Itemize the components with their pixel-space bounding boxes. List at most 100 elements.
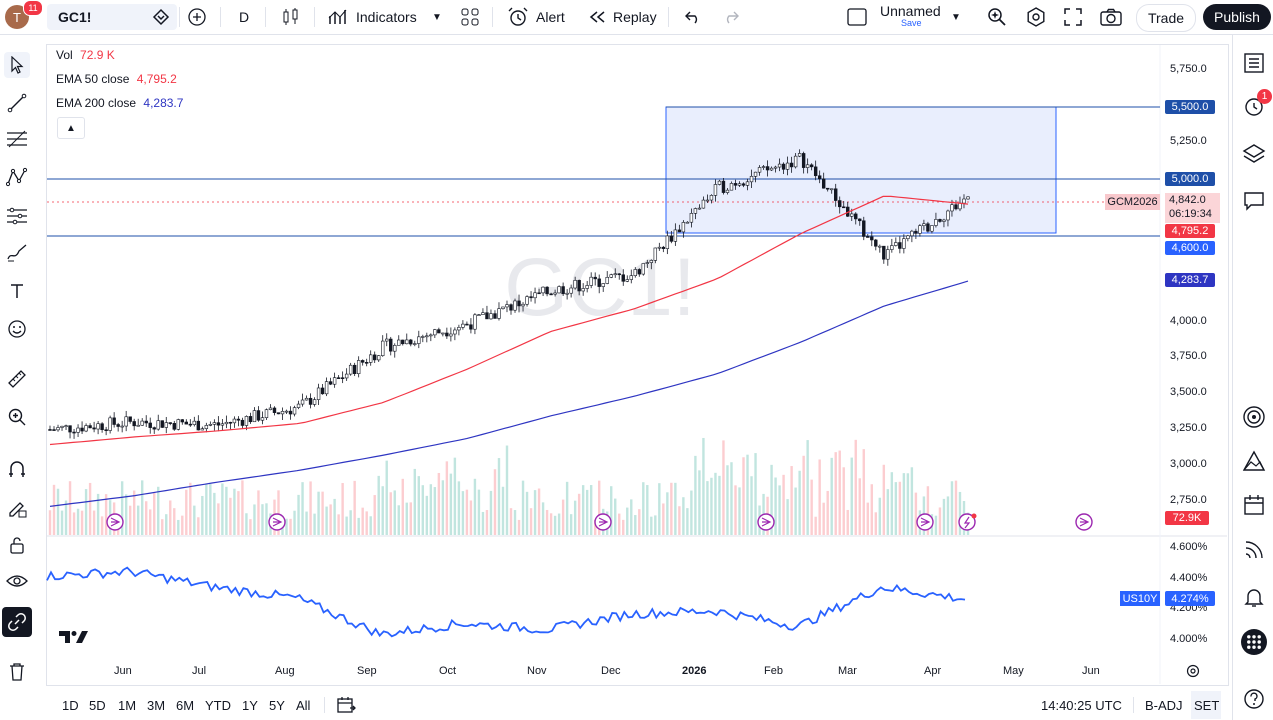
legend-ema50[interactable]: EMA 50 close 4,795.2 — [56, 72, 177, 86]
layers-icon[interactable] — [1241, 141, 1267, 167]
pattern-icon[interactable] — [4, 164, 30, 190]
clock-utc[interactable]: 14:40:25 UTC — [1041, 698, 1122, 713]
legend-ema50-value: 4,795.2 — [136, 72, 177, 86]
price-axis-label: 3,250.0 — [1170, 422, 1207, 434]
symbol-name[interactable]: GC1! — [58, 9, 92, 25]
goto-date-icon[interactable] — [336, 696, 356, 717]
quick-search-icon[interactable] — [987, 0, 1007, 34]
price-label-volume: 72.9K — [1165, 511, 1209, 525]
fib-retracement-icon[interactable] — [4, 126, 30, 152]
time-axis-label: May — [1003, 665, 1024, 677]
help-icon[interactable] — [1241, 686, 1267, 712]
indicators-button[interactable]: Indicators — [356, 9, 417, 25]
interval-button[interactable]: D — [239, 9, 250, 25]
draw-lock-pencil-icon[interactable] — [4, 495, 30, 521]
right-sidebar: 1 — [1232, 35, 1273, 720]
price-label-5500: 5,500.0 — [1165, 100, 1215, 114]
collapse-legend-button[interactable]: ▲ — [57, 117, 85, 139]
replay-button[interactable]: Replay — [613, 9, 657, 25]
calendar-icon[interactable] — [1241, 492, 1267, 518]
range-1m[interactable]: 1M — [118, 698, 137, 713]
signal-stream-icon[interactable] — [1241, 537, 1267, 563]
legend-ema200[interactable]: EMA 200 close 4,283.7 — [56, 96, 183, 110]
templates-icon[interactable] — [461, 0, 479, 34]
link-icon[interactable] — [2, 607, 32, 637]
range-3m[interactable]: 3M — [147, 698, 166, 713]
undo-icon[interactable] — [684, 0, 702, 34]
layout-save-status[interactable]: Save — [901, 18, 922, 28]
range-6m[interactable]: 6M — [176, 698, 195, 713]
cursor-icon[interactable] — [4, 52, 30, 78]
range-5d[interactable]: 5D — [89, 698, 106, 713]
range-1y[interactable]: 1Y — [242, 698, 258, 713]
replay-icon[interactable] — [588, 0, 606, 34]
time-axis-label: 2026 — [682, 665, 707, 677]
time-axis-label: Sep — [357, 665, 377, 677]
alert-icon[interactable] — [507, 0, 529, 34]
zoom-in-icon[interactable] — [4, 404, 30, 430]
symbol-info-icon[interactable] — [152, 0, 170, 34]
range-all[interactable]: All — [296, 698, 311, 713]
ruler-icon[interactable] — [4, 366, 30, 392]
chat-icon[interactable] — [1241, 188, 1267, 214]
b-adj-toggle[interactable]: B-ADJ — [1145, 698, 1183, 713]
forecasting-icon[interactable] — [4, 202, 30, 228]
time-axis-label: Jun — [1082, 665, 1100, 677]
session-toggle[interactable]: SET — [1194, 698, 1220, 713]
chevron-up-icon: ▲ — [66, 122, 76, 134]
layout-chevron-icon[interactable]: ▼ — [951, 11, 961, 23]
divider — [220, 7, 221, 27]
divider — [179, 7, 180, 27]
apps-grid-icon[interactable] — [1241, 629, 1267, 655]
trash-icon[interactable] — [4, 659, 30, 685]
settings-gear-icon[interactable] — [1026, 0, 1046, 34]
axis-settings-icon[interactable] — [1186, 664, 1200, 681]
price-axis-label: 5,250.0 — [1170, 135, 1207, 147]
alert-button[interactable]: Alert — [536, 9, 565, 25]
text-tool-icon[interactable] — [4, 278, 30, 304]
layout-name[interactable]: Unnamed — [880, 3, 941, 19]
trend-line-icon[interactable] — [4, 90, 30, 116]
time-axis-label: Jun — [114, 665, 132, 677]
add-symbol-icon[interactable] — [187, 0, 207, 34]
divider — [492, 7, 493, 27]
redo-icon[interactable] — [722, 0, 740, 34]
price-label-4600: 4,600.0 — [1165, 241, 1215, 255]
legend-vol-value: 72.9 K — [80, 48, 115, 62]
range-5y[interactable]: 5Y — [269, 698, 285, 713]
notification-bell-icon[interactable] — [1241, 584, 1267, 610]
avatar-letter: T — [13, 9, 21, 25]
publish-button[interactable]: Publish — [1203, 4, 1271, 30]
fullscreen-icon[interactable] — [1064, 0, 1082, 34]
time-axis-label: Mar — [838, 665, 857, 677]
time-axis-label: Nov — [527, 665, 547, 677]
watchlist-icon[interactable] — [1241, 50, 1267, 76]
camera-snapshot-icon[interactable] — [1100, 0, 1122, 34]
lock-icon[interactable] — [4, 532, 30, 558]
last-price-box: 4,842.0 06:19:34 — [1165, 193, 1220, 223]
ideas-icon[interactable] — [1241, 448, 1267, 474]
indicators-icon[interactable] — [328, 0, 348, 34]
time-axis-label: Aug — [275, 665, 295, 677]
layout-checkbox-icon[interactable] — [847, 0, 867, 34]
bottom-toolbar: 1D 5D 1M 3M 6M YTD 1Y 5Y All 14:40:25 UT… — [46, 690, 1227, 720]
alarm-clock-icon[interactable] — [1241, 93, 1267, 119]
magnet-icon[interactable] — [4, 456, 30, 482]
chart-container — [46, 44, 1229, 686]
symbol-search[interactable] — [47, 4, 177, 30]
alerts-badge: 1 — [1257, 89, 1272, 104]
legend-volume[interactable]: Vol 72.9 K — [56, 48, 115, 62]
brush-icon[interactable] — [4, 240, 30, 266]
price-axis-label: 3,750.0 — [1170, 350, 1207, 362]
range-1d[interactable]: 1D — [62, 698, 79, 713]
trade-button[interactable]: Trade — [1136, 4, 1196, 32]
notification-badge: 11 — [23, 0, 43, 16]
target-icon[interactable] — [1241, 404, 1267, 430]
time-axis-label: Feb — [764, 665, 783, 677]
time-axis-label: Apr — [924, 665, 942, 677]
emoji-icon[interactable] — [4, 316, 30, 342]
eye-visibility-icon[interactable] — [4, 568, 30, 594]
indicators-chevron-icon[interactable]: ▼ — [432, 11, 442, 23]
range-ytd[interactable]: YTD — [205, 698, 231, 713]
candles-icon[interactable] — [282, 0, 300, 34]
